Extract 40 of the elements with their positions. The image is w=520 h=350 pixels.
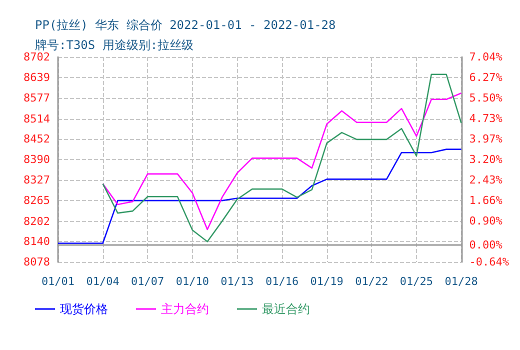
x-tick-label: 01/19 <box>310 275 344 288</box>
y2-tick-label: -0.64% <box>469 256 510 268</box>
y-tick-label: 8702 <box>24 50 50 64</box>
y-tick-label: 8514 <box>24 112 50 126</box>
y2-tick-label: 0.90% <box>469 214 503 228</box>
y2-tick-label: 2.43% <box>469 174 503 187</box>
y-tick-label: 8577 <box>24 92 50 105</box>
y-tick-label: 8452 <box>24 132 50 146</box>
legend-label: 最近合约 <box>262 302 310 316</box>
x-tick-label: 01/10 <box>176 275 209 288</box>
y2-tick-label: 1.66% <box>469 194 503 208</box>
y2-tick-label: 0.00% <box>469 238 503 252</box>
y-tick-label: 8390 <box>24 153 50 166</box>
y2-tick-label: 5.50% <box>469 92 503 105</box>
y2-tick-label: 7.04% <box>469 50 503 64</box>
y-tick-label: 8078 <box>24 256 50 268</box>
chart-subtitle: 牌号:T30S 用途级别:拉丝级 <box>35 38 194 52</box>
legend-label: 主力合约 <box>161 302 209 316</box>
x-tick-label: 01/25 <box>400 275 434 288</box>
y2-tick-label: 3.97% <box>469 132 503 146</box>
line-series <box>102 92 462 230</box>
y-tick-label: 8639 <box>24 71 50 84</box>
x-tick-label: 01/28 <box>444 275 478 288</box>
y-tick-label: 8202 <box>24 214 50 228</box>
y-tick-label: 8327 <box>24 174 50 187</box>
x-tick-label: 01/22 <box>355 275 388 288</box>
y2-tick-label: 6.27% <box>469 71 503 84</box>
chart-title: PP(拉丝) 华东 综合价 2022-01-01 - 2022-01-28 <box>35 18 336 32</box>
x-tick-label: 01/07 <box>131 275 164 288</box>
line-series <box>57 148 462 244</box>
y-tick-label: 8140 <box>24 235 50 248</box>
x-tick-label: 01/16 <box>265 275 299 288</box>
x-tick-label: 01/01 <box>41 275 75 288</box>
y2-tick-label: 3.20% <box>469 153 503 166</box>
x-tick-label: 01/13 <box>220 275 254 288</box>
legend-label: 现货价格 <box>60 302 108 316</box>
y-tick-label: 8265 <box>24 194 50 208</box>
line-series <box>102 74 462 242</box>
x-tick-label: 01/04 <box>86 275 120 288</box>
y2-tick-label: 4.73% <box>469 112 503 126</box>
